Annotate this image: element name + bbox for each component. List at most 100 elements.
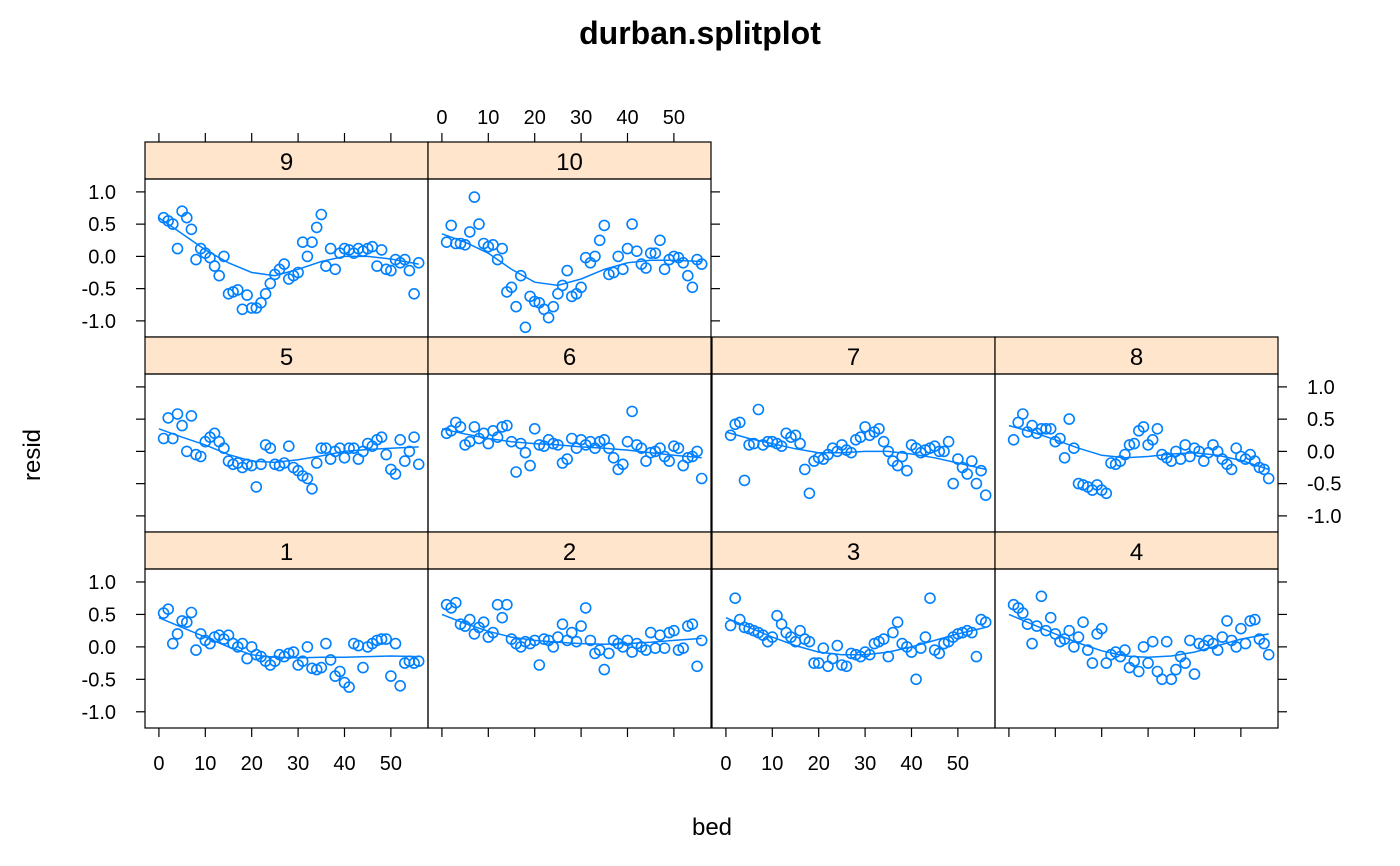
point-3 <box>766 631 779 643</box>
point-6 <box>533 439 546 451</box>
point-2 <box>603 647 615 660</box>
point-5 <box>250 481 263 493</box>
point-6 <box>501 419 513 432</box>
panel-frame-5 <box>144 373 429 533</box>
x-tick-label: 0 <box>436 107 447 129</box>
point-9 <box>264 277 277 290</box>
point-10 <box>463 226 476 238</box>
point-10 <box>621 242 634 255</box>
point-4 <box>1035 590 1048 603</box>
point-4 <box>1249 613 1261 626</box>
point-4 <box>1142 657 1154 669</box>
point-2 <box>575 620 587 632</box>
point-10 <box>630 245 643 257</box>
x-tick-label: 40 <box>900 753 922 775</box>
point-1 <box>357 661 369 674</box>
strip-label-7: 7 <box>847 344 860 371</box>
point-4 <box>1179 657 1191 669</box>
point-7 <box>901 464 913 477</box>
x-tick-label: 0 <box>720 753 731 775</box>
y-tick-label: 0.0 <box>88 637 116 659</box>
point-5 <box>375 431 388 444</box>
strip-label-6: 6 <box>563 344 576 371</box>
point-1 <box>324 654 337 666</box>
point-6 <box>454 421 467 433</box>
y-tick-label: 0.5 <box>88 604 116 626</box>
point-5 <box>264 442 277 455</box>
point-4 <box>1133 665 1145 678</box>
point-8 <box>1258 463 1270 476</box>
point-8 <box>1179 439 1191 451</box>
point-7 <box>798 463 811 476</box>
point-9 <box>245 302 258 314</box>
point-10 <box>542 311 555 324</box>
point-6 <box>635 442 648 455</box>
point-1 <box>301 641 314 653</box>
point-6 <box>621 435 634 448</box>
point-6 <box>644 446 657 459</box>
panel-5: 5 <box>144 336 429 533</box>
point-10 <box>556 279 569 292</box>
point-10 <box>505 281 518 294</box>
point-9 <box>320 260 332 272</box>
point-8 <box>1007 433 1020 446</box>
point-4 <box>1235 622 1247 635</box>
strip-label-1: 1 <box>280 539 293 566</box>
point-6 <box>617 458 629 471</box>
point-1 <box>185 606 198 619</box>
point-10 <box>440 236 453 248</box>
x-tick-label: 10 <box>477 107 499 129</box>
x-tick-label: 40 <box>616 107 638 129</box>
point-1 <box>176 615 188 627</box>
point-8 <box>1044 422 1057 435</box>
point-6 <box>561 453 574 465</box>
point-10 <box>640 262 652 274</box>
point-10 <box>589 250 601 263</box>
point-8 <box>1262 472 1275 485</box>
point-4 <box>1258 637 1270 650</box>
point-4 <box>1239 637 1252 650</box>
point-2 <box>533 659 546 671</box>
point-6 <box>663 455 676 467</box>
point-1 <box>320 637 332 650</box>
point-2 <box>598 663 611 676</box>
point-4 <box>1188 668 1201 680</box>
point-7 <box>933 445 946 458</box>
strip-4 <box>994 531 1279 570</box>
point-10 <box>514 269 527 282</box>
point-3 <box>965 626 978 639</box>
point-1 <box>389 637 402 650</box>
point-1 <box>282 647 295 660</box>
point-6 <box>695 472 708 485</box>
point-7 <box>877 435 890 448</box>
point-7 <box>938 445 950 458</box>
panel-3: 30 10 20 30 40 50 <box>711 531 996 775</box>
point-9 <box>181 211 193 224</box>
strip-10 <box>427 141 712 180</box>
point-2 <box>691 660 703 673</box>
point-7 <box>979 489 992 502</box>
panel-2: 2 <box>427 531 712 737</box>
strip-label-10: 10 <box>556 149 583 176</box>
point-7 <box>947 477 960 490</box>
point-4 <box>1072 631 1085 643</box>
point-5 <box>412 458 425 471</box>
point-7 <box>961 468 974 480</box>
point-10 <box>654 234 666 247</box>
point-9 <box>278 258 291 270</box>
point-4 <box>1026 637 1038 650</box>
point-5 <box>278 457 291 469</box>
point-3 <box>863 648 876 661</box>
point-8 <box>1151 422 1164 435</box>
point-3 <box>905 646 918 658</box>
point-3 <box>919 631 932 643</box>
point-3 <box>826 652 839 665</box>
point-9 <box>375 244 388 256</box>
x-tick-label: 50 <box>947 753 969 775</box>
point-10 <box>644 247 657 259</box>
point-7 <box>724 429 737 442</box>
strip-5 <box>144 336 429 375</box>
point-4 <box>1146 635 1159 648</box>
point-5 <box>167 432 179 445</box>
point-10 <box>496 242 509 255</box>
